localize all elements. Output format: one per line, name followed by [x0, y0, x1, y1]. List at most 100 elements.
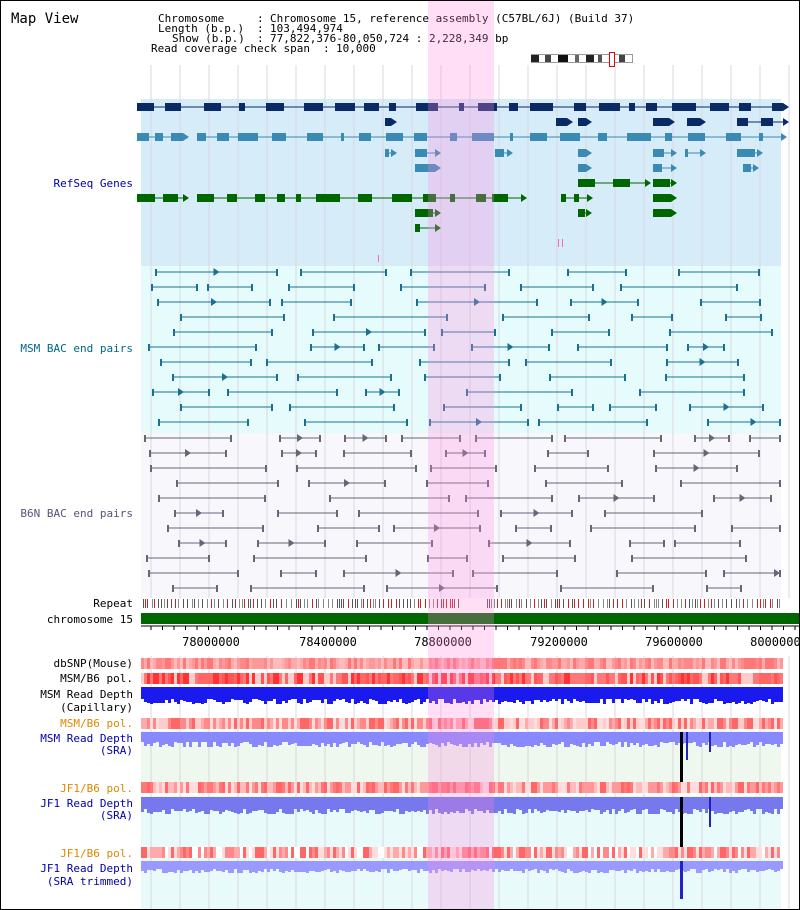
msm-bac-end — [527, 419, 529, 426]
dbsnp-cell — [189, 658, 192, 669]
repeat-mark — [304, 599, 305, 608]
jf1-pol-cell — [414, 782, 417, 793]
jf1-pol2-cell — [306, 847, 309, 858]
b6n-bac-end — [479, 525, 481, 532]
repeat-mark — [373, 599, 374, 608]
repeat-mark — [644, 599, 645, 608]
jf1-trim-depth — [300, 861, 303, 872]
repeat-mark — [752, 599, 753, 608]
msm-sra-depth — [759, 732, 762, 742]
jf1-pol-cell — [150, 782, 153, 793]
gene-exon — [574, 194, 579, 202]
repeat-mark — [521, 599, 522, 608]
jf1-trim-depth — [687, 861, 690, 871]
dbsnp-cell — [603, 658, 606, 669]
repeat-mark — [590, 599, 591, 608]
b6n-bac-end — [208, 555, 210, 562]
repeat-mark — [391, 599, 392, 608]
jf1-pol2-cell — [399, 847, 402, 858]
jf1-pol2-cell — [630, 847, 633, 858]
msm-cap-depth — [561, 687, 564, 704]
jf1-trim-depth — [309, 861, 312, 871]
msm-sra-depth — [258, 732, 261, 745]
msm-cap-depth — [477, 687, 480, 700]
msm-pol2-cell — [486, 718, 489, 729]
jf1-trim-depth — [540, 861, 543, 870]
msm-cap-depth — [777, 687, 780, 702]
msm-cap-depth — [609, 687, 612, 699]
b6n-bac-end — [344, 435, 346, 442]
msm-sra-depth — [528, 732, 531, 746]
msm-cap-depth — [483, 687, 486, 699]
jf1-sra-depth — [759, 797, 762, 809]
repeat-mark — [649, 599, 650, 608]
msm-cap-depth — [201, 687, 204, 704]
jf1-pol2-cell — [177, 847, 180, 858]
msm-sra-depth — [144, 732, 147, 746]
repeat-mark — [544, 599, 545, 608]
dbsnp-cell — [648, 658, 651, 669]
repeat-mark — [343, 599, 344, 608]
msm-cap-depth — [591, 687, 594, 703]
jf1-pol2-cell — [195, 847, 198, 858]
repeat-mark — [202, 599, 203, 608]
msm-pol-cell — [552, 673, 555, 684]
msm-bac-end — [227, 389, 229, 396]
msm-pol-cell — [513, 673, 516, 684]
msm-sra-depth — [450, 732, 453, 744]
jf1-pol-cell — [147, 782, 150, 793]
repeat-mark — [339, 599, 340, 608]
repeat-mark — [437, 599, 438, 608]
jf1-pol2-cell — [180, 847, 183, 858]
highlight-region[interactable] — [428, 1, 494, 909]
msm-pol-cell — [564, 673, 567, 684]
msm-pol-cell — [267, 673, 270, 684]
b6n-bac-end — [216, 585, 218, 592]
jf1-pol2-cell — [684, 847, 687, 858]
msm-pol-cell — [192, 673, 195, 684]
msm-pol-cell — [252, 673, 255, 684]
dbsnp-cell — [486, 658, 489, 669]
gene-arrow — [671, 209, 677, 217]
b6n-bac-end — [556, 570, 558, 577]
msm-pol-cell — [189, 673, 192, 684]
msm-pol-cell — [492, 673, 495, 684]
msm-pol-cell — [663, 673, 666, 684]
jf1-trim-depth — [381, 861, 384, 869]
msm-pol2-cell — [438, 718, 441, 729]
jf1-trim-depth — [393, 861, 396, 871]
jf1-trim-depth — [630, 861, 633, 871]
repeat-mark — [747, 599, 748, 608]
msm-sra-depth — [300, 732, 303, 746]
chromosome-ideogram[interactable] — [531, 52, 633, 67]
jf1-pol2-cell — [366, 847, 369, 858]
msm-bac-end — [160, 359, 162, 366]
b6n-bac-end — [500, 510, 502, 517]
msm-pol2-cell — [495, 718, 498, 729]
repeat-mark — [692, 599, 693, 608]
jf1-pol2-cell — [450, 847, 453, 858]
msm-sra-depth — [600, 732, 603, 746]
msm-bac-marker — [334, 343, 341, 351]
jf1-trim-depth — [357, 861, 360, 869]
msm-sra-depth — [189, 732, 192, 747]
jf1-pol-cell — [213, 782, 216, 793]
msm-bac-end — [393, 404, 395, 411]
jf1-sra-depth — [411, 797, 414, 811]
msm-bac-end — [173, 329, 175, 336]
jf1-pol2-cell — [162, 847, 165, 858]
jf1-pol2-cell — [156, 847, 159, 858]
jf1-pol2-cell — [708, 847, 711, 858]
msm-pol-cell — [234, 673, 237, 684]
msm-pol2-cell — [627, 718, 630, 729]
msm-cap-depth — [450, 687, 453, 704]
jf1-sra-depth — [705, 797, 708, 813]
msm-bac-end — [520, 284, 522, 291]
jf1-sra-depth — [660, 797, 663, 809]
jf1-trim-depth — [399, 861, 402, 870]
msm-sra-depth — [183, 732, 186, 747]
jf1-trim-depth — [150, 861, 153, 870]
b6n-bac-end — [315, 450, 317, 457]
gene-exon — [646, 103, 657, 111]
